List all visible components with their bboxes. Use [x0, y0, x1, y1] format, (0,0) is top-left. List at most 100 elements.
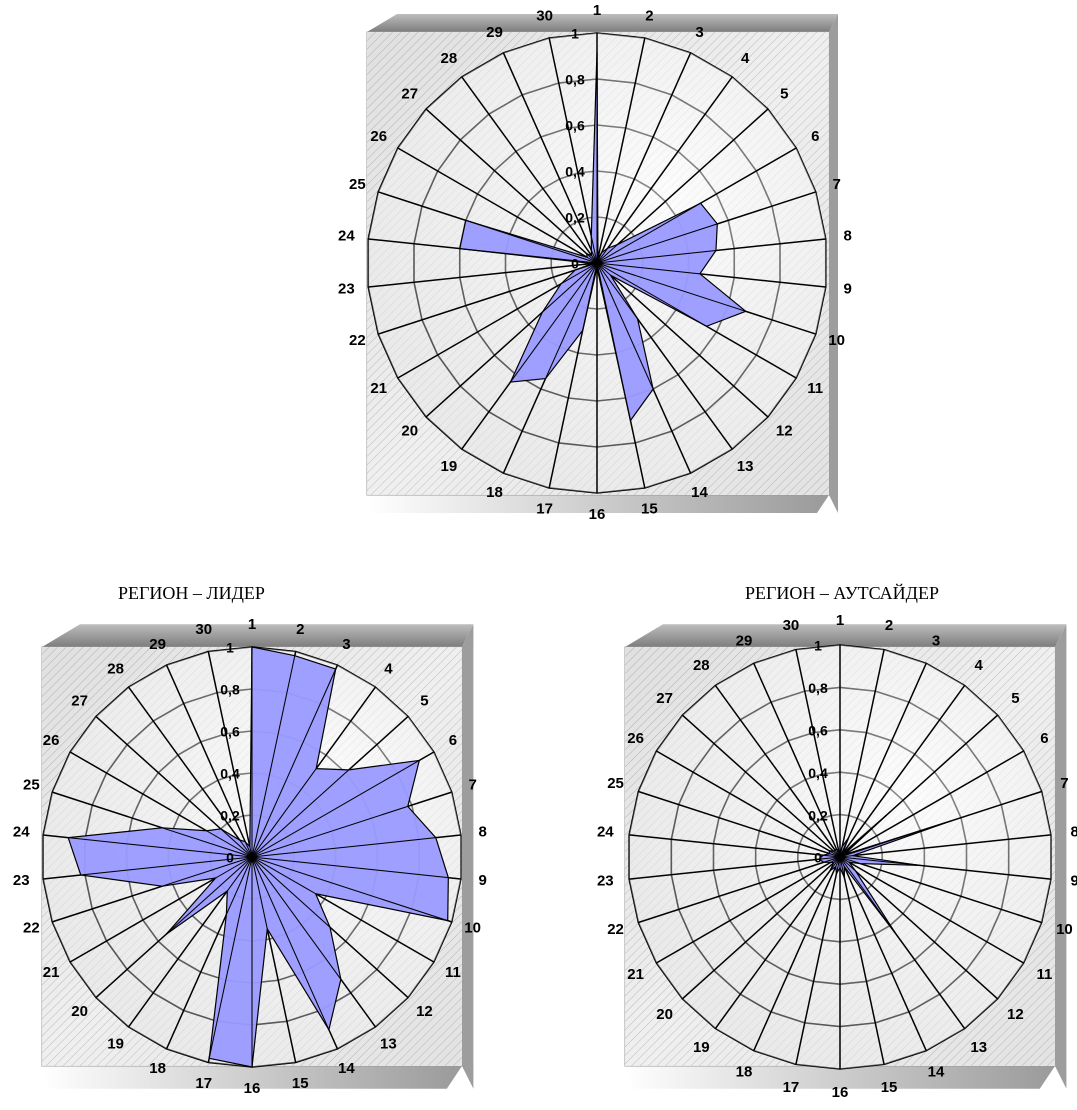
- category-label-leader: 18: [149, 1060, 166, 1077]
- series-spoke-leader: [225, 856, 253, 915]
- radial-tick-label-outsider: 0: [814, 850, 822, 866]
- series-spoke-outsider: [839, 856, 845, 878]
- series-spoke-top: [596, 244, 618, 264]
- series-spoke-leader: [251, 856, 330, 1030]
- series-spoke-top: [596, 262, 631, 421]
- spoke-outsider: [629, 856, 841, 880]
- series-spoke-top: [465, 219, 598, 264]
- category-label-top: 29: [486, 24, 503, 41]
- category-label-leader: 27: [71, 693, 88, 710]
- category-label-leader: 19: [107, 1036, 124, 1053]
- category-label-top: 18: [486, 484, 503, 501]
- category-label-outsider: 22: [607, 921, 624, 938]
- series-spoke-outsider: [838, 850, 841, 858]
- radial-tick-label-outsider: 0,6: [808, 723, 828, 739]
- category-label-outsider: 14: [928, 1064, 945, 1081]
- category-label-outsider: 2: [885, 617, 893, 634]
- spoke-outsider: [714, 856, 841, 1029]
- spoke-top: [548, 37, 598, 264]
- category-label-leader: 26: [43, 732, 60, 749]
- series-spoke-outsider: [839, 856, 861, 865]
- category-label-leader: 5: [420, 693, 428, 710]
- category-label-top: 3: [695, 24, 703, 41]
- spoke-outsider: [839, 834, 1051, 858]
- series-spoke-top: [459, 248, 598, 264]
- category-label-top: 2: [645, 7, 653, 24]
- spoke-outsider: [681, 714, 841, 858]
- spoke-outsider: [839, 685, 966, 858]
- series-spoke-outsider: [829, 856, 841, 872]
- category-label-outsider: 18: [736, 1064, 753, 1081]
- category-label-leader: 15: [292, 1075, 309, 1092]
- category-label-top: 12: [776, 423, 793, 440]
- category-label-outsider: 23: [597, 873, 614, 890]
- category-label-top: 9: [843, 280, 851, 297]
- category-label-outsider: 26: [627, 730, 644, 747]
- category-label-leader: 9: [479, 872, 487, 889]
- series-spoke-leader: [251, 768, 317, 858]
- category-label-leader: 14: [338, 1060, 355, 1077]
- category-label-top: 7: [832, 176, 840, 193]
- category-label-top: 5: [780, 85, 788, 102]
- category-label-outsider: 16: [832, 1084, 849, 1101]
- series-spoke-outsider: [818, 856, 841, 860]
- series-spoke-outsider: [839, 820, 952, 858]
- category-label-top: 22: [349, 332, 366, 349]
- category-label-leader: 11: [445, 964, 461, 981]
- chart-title-outsider: РЕГИОН – АУТСАЙДЕР: [745, 583, 939, 603]
- series-spoke-top: [596, 202, 701, 264]
- series-spoke-leader: [251, 759, 420, 858]
- category-label-outsider: 19: [693, 1039, 710, 1056]
- category-label-top: 11: [807, 380, 823, 397]
- spoke-leader: [127, 686, 253, 858]
- spoke-top: [596, 52, 692, 264]
- category-label-leader: 13: [380, 1036, 397, 1053]
- spoke-top: [368, 262, 598, 288]
- spoke-outsider: [753, 856, 841, 1051]
- category-label-leader: 6: [449, 732, 457, 749]
- category-label-outsider: 13: [970, 1039, 987, 1056]
- category-label-leader: 4: [384, 660, 393, 677]
- radial-tick-label-outsider: 0,4: [808, 765, 828, 781]
- spoke-outsider: [839, 856, 1042, 924]
- category-label-top: 16: [589, 506, 606, 523]
- spoke-leader: [207, 651, 253, 858]
- spoke-outsider: [839, 856, 999, 1000]
- category-label-top: 1: [593, 2, 601, 19]
- category-label-leader: 30: [195, 621, 212, 638]
- series-spoke-leader: [215, 856, 253, 879]
- series-spoke-leader: [251, 856, 331, 928]
- series-spoke-outsider: [823, 856, 841, 863]
- category-label-leader: 1: [248, 616, 256, 633]
- category-label-leader: 24: [13, 824, 30, 841]
- category-label-outsider: 17: [783, 1079, 800, 1096]
- radial-tick-label-top: 0,2: [565, 210, 585, 226]
- category-label-top: 13: [737, 458, 754, 475]
- frame-floor-outsider: [625, 1066, 1055, 1089]
- category-label-top: 25: [349, 176, 366, 193]
- series-spoke-top: [541, 262, 598, 313]
- series-spoke-leader: [161, 856, 253, 887]
- series-spoke-top: [596, 262, 746, 312]
- radial-tick-label-top: 0,8: [565, 72, 585, 88]
- radial-tick-label-leader: 0: [226, 850, 234, 866]
- category-label-leader: 22: [23, 920, 40, 937]
- series-spoke-top: [596, 262, 707, 327]
- radial-tick-label-leader: 0,2: [220, 808, 240, 824]
- category-label-outsider: 4: [975, 657, 984, 674]
- category-label-top: 8: [843, 228, 851, 245]
- category-label-top: 27: [401, 85, 418, 102]
- spoke-leader: [165, 664, 253, 858]
- spoke-top: [425, 108, 598, 264]
- category-label-leader: 7: [468, 776, 476, 793]
- spoke-top: [596, 262, 769, 418]
- category-label-top: 20: [401, 423, 418, 440]
- category-label-outsider: 9: [1071, 873, 1077, 890]
- radial-tick-label-top: 0,6: [565, 118, 585, 134]
- category-label-leader: 25: [23, 776, 40, 793]
- radial-tick-label-leader: 0,8: [220, 682, 240, 698]
- category-label-outsider: 6: [1040, 730, 1048, 747]
- spoke-outsider: [795, 856, 841, 1065]
- series-spoke-leader: [251, 856, 448, 922]
- frame-floor-top: [367, 495, 829, 513]
